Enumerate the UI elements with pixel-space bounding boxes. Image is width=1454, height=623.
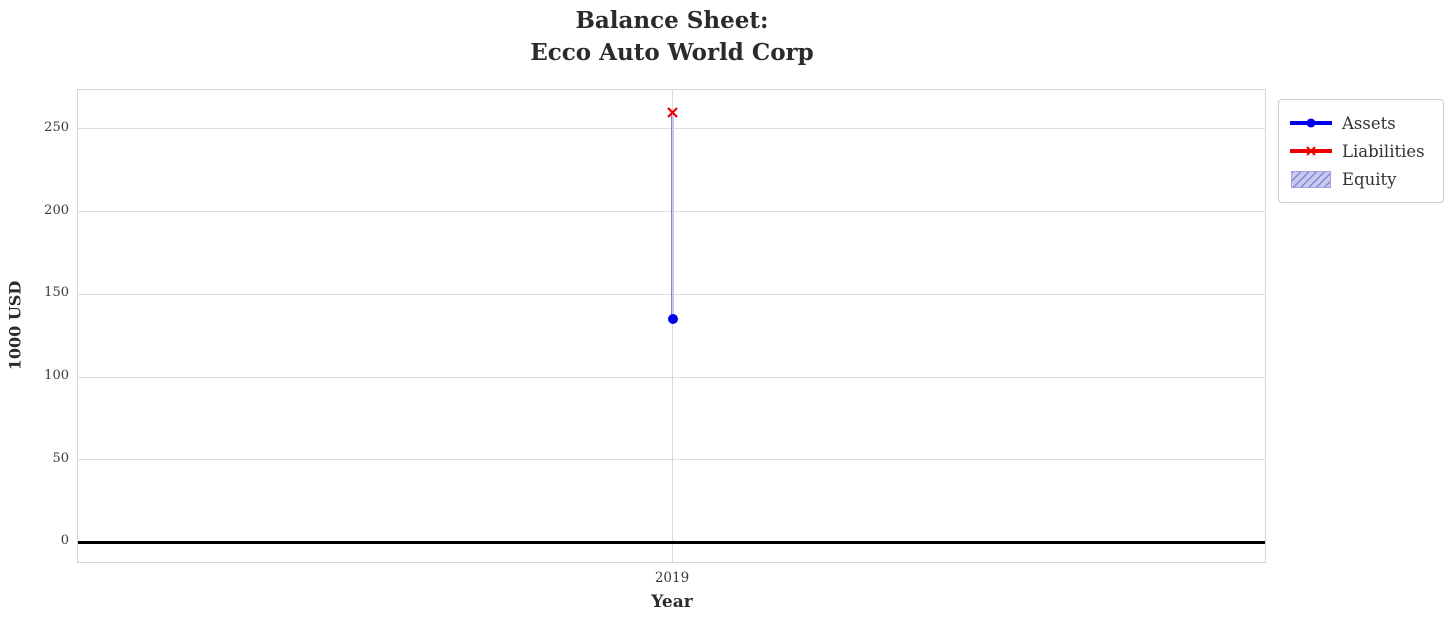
- legend: Assets Liabilities Equity: [1278, 99, 1444, 203]
- horizontal-gridline-100: [78, 376, 1265, 378]
- liabilities-legend-swatch: [1290, 146, 1332, 156]
- legend-item-liabilities: Liabilities: [1290, 137, 1432, 165]
- chart-title-line2: Ecco Auto World Corp: [530, 39, 814, 66]
- chart-title-line1: Balance Sheet:: [575, 7, 769, 34]
- x-axis-label: Year: [651, 592, 693, 612]
- y-tick-label-250: 250: [44, 119, 69, 135]
- legend-label-liabilities: Liabilities: [1342, 141, 1425, 161]
- y-tick-label-50: 50: [52, 450, 69, 466]
- liabilities-data-point: [667, 107, 678, 118]
- chart-title: Balance Sheet: Ecco Auto World Corp: [172, 5, 1172, 69]
- x-marker-icon: [1306, 146, 1316, 156]
- y-tick-label-100: 100: [44, 368, 69, 384]
- y-tick-label-150: 150: [44, 285, 69, 301]
- equity-bar: [671, 112, 674, 320]
- legend-label-equity: Equity: [1342, 169, 1397, 189]
- plot-area: [77, 89, 1266, 563]
- legend-label-assets: Assets: [1342, 113, 1396, 133]
- legend-item-assets: Assets: [1290, 109, 1432, 137]
- vertical-gridline-2019: [672, 90, 673, 562]
- horizontal-gridline-50: [78, 459, 1265, 461]
- y-tick-label-0: 0: [60, 533, 69, 549]
- circle-marker-icon: [1306, 118, 1316, 128]
- x-tick-label-2019: 2019: [654, 570, 690, 586]
- assets-data-point: [667, 314, 678, 325]
- y-tick-label-200: 200: [44, 202, 69, 218]
- equity-legend-swatch: [1290, 170, 1332, 188]
- zero-baseline: [78, 541, 1265, 544]
- y-axis-label: 1000 USD: [5, 280, 25, 371]
- hatch-patch-icon: [1291, 170, 1331, 188]
- assets-legend-swatch: [1290, 118, 1332, 128]
- legend-item-equity: Equity: [1290, 165, 1432, 193]
